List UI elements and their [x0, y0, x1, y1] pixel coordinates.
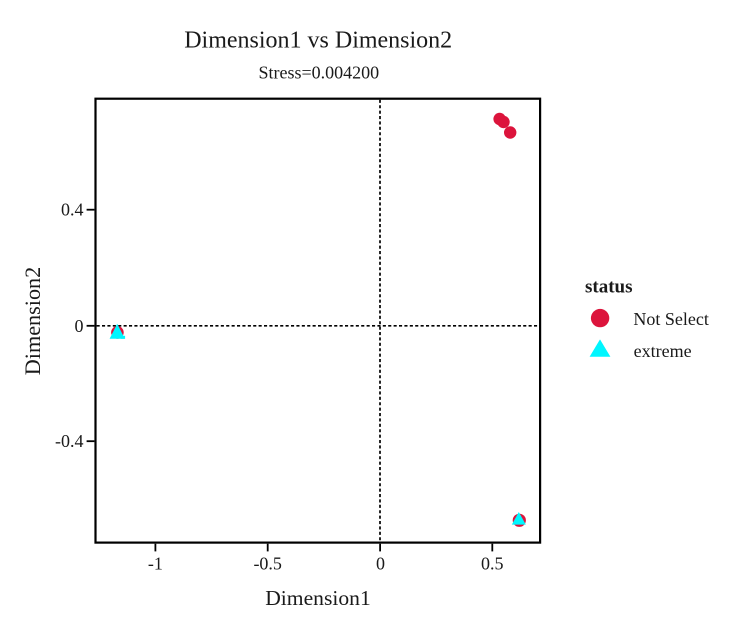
- svg-text:status: status: [585, 276, 633, 297]
- svg-text:Dimension1: Dimension1: [265, 586, 371, 610]
- svg-text:Dimension1 vs Dimension2: Dimension1 vs Dimension2: [184, 28, 452, 54]
- svg-text:extreme: extreme: [634, 341, 692, 361]
- svg-text:0: 0: [75, 316, 84, 336]
- svg-text:0.4: 0.4: [61, 200, 84, 220]
- svg-text:-1: -1: [148, 554, 163, 574]
- svg-text:0: 0: [376, 554, 385, 574]
- svg-text:Not Select: Not Select: [633, 309, 708, 329]
- svg-text:Dimension2: Dimension2: [20, 267, 45, 375]
- svg-text:-0.4: -0.4: [55, 431, 84, 451]
- svg-text:-0.5: -0.5: [253, 554, 282, 574]
- svg-text:0.5: 0.5: [481, 554, 504, 574]
- svg-text:Stress=0.004200: Stress=0.004200: [258, 63, 379, 83]
